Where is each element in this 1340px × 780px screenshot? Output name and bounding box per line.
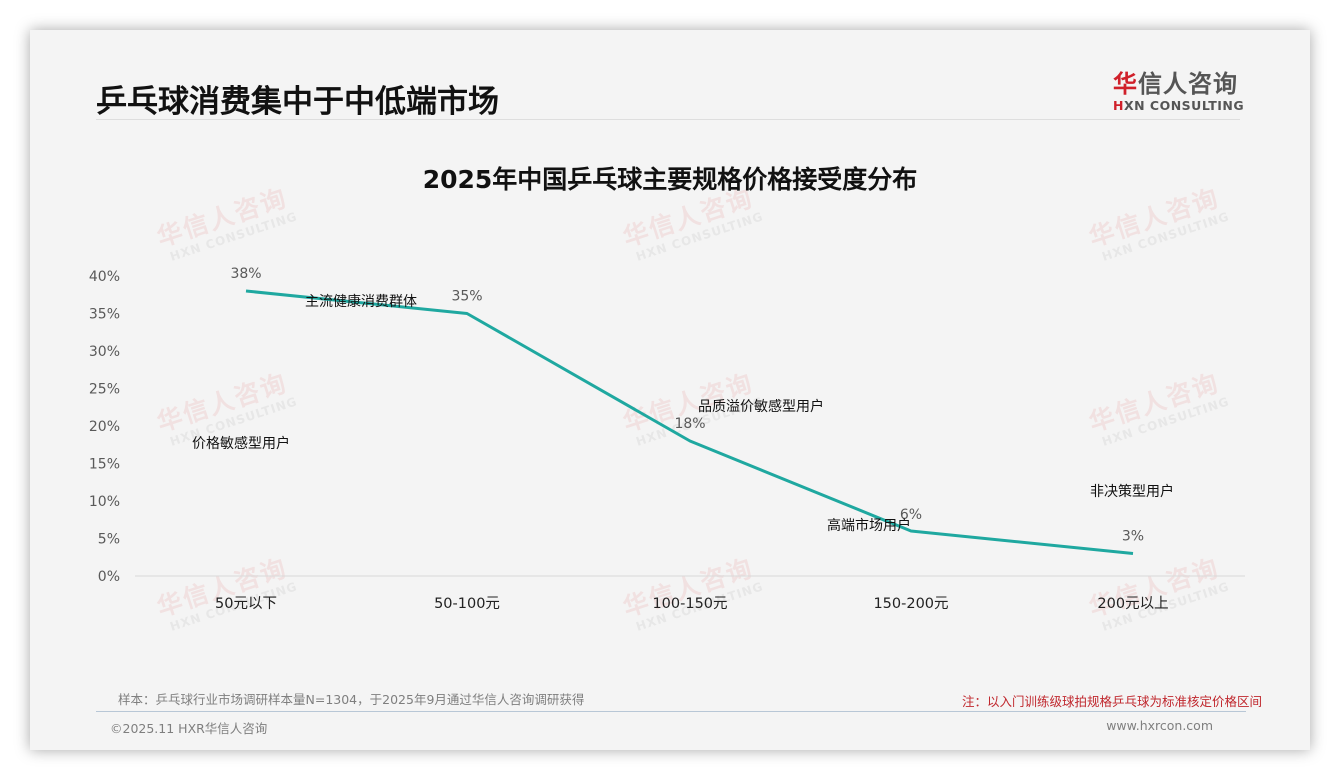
segment-annotation: 非决策型用户 [1090, 483, 1174, 500]
company-logo: 华信人咨询 HXN CONSULTING [1113, 64, 1245, 113]
y-tick-label: 25% [89, 382, 120, 398]
line-chart: 0% 5% 10% 15% 20% 25% 30% 35% 40% 50元以下 50-100元 10… [89, 266, 1245, 612]
footer-divider [96, 711, 1246, 712]
x-tick-label: 50元以下 [215, 596, 277, 612]
x-tick-label: 200元以上 [1097, 595, 1168, 612]
y-tick-label: 40% [89, 269, 120, 285]
copyright: ©2025.11 HXR华信人咨询 [110, 721, 268, 736]
y-axis-ticks: 0% 5% 10% 15% 20% 25% 30% 35% 40% [89, 269, 120, 585]
data-label: 38% [230, 266, 261, 282]
x-axis-ticks: 50元以下 50-100元 100-150元 150-200元 200元以上 [215, 595, 1169, 612]
segment-annotation: 品质溢价敏感型用户 [698, 398, 824, 415]
y-tick-label: 10% [89, 494, 120, 510]
slide: 乒乓球消费集中于中低端市场 华信人咨询 HXN CONSULTING 华信人咨询… [30, 30, 1310, 750]
website-link[interactable]: www.hxrcon.com [1106, 718, 1213, 733]
data-label: 6% [900, 507, 922, 523]
segment-annotation: 主流健康消费群体 [305, 293, 417, 310]
methodology-note: 注：以入门训练级球拍规格乒乓球为标准核定价格区间 [961, 694, 1262, 709]
x-tick-label: 150-200元 [873, 596, 948, 612]
y-tick-label: 35% [89, 307, 120, 323]
sample-note: 样本：乒乓球行业市场调研样本量N=1304，于2025年9月通过华信人咨询调研获… [118, 692, 585, 707]
data-label: 18% [674, 416, 705, 432]
y-tick-label: 5% [98, 532, 120, 548]
logo-chinese: 华信人咨询 [1113, 70, 1238, 98]
series-line [245, 289, 1134, 555]
chart-title: 2025年中国乒乓球主要规格价格接受度分布 [422, 165, 918, 194]
y-tick-label: 0% [98, 569, 120, 585]
y-tick-label: 30% [89, 344, 120, 360]
page-title: 乒乓球消费集中于中低端市场 [96, 84, 499, 120]
y-tick-label: 15% [89, 457, 120, 473]
x-tick-label: 50-100元 [434, 596, 500, 612]
data-labels: 38% 35% 18% 6% 3% [230, 266, 1144, 545]
x-tick-label: 100-150元 [652, 596, 727, 612]
logo-english: HXN CONSULTING [1113, 98, 1245, 113]
data-label: 35% [451, 289, 482, 305]
segment-annotation: 价格敏感型用户 [192, 435, 290, 452]
y-tick-label: 20% [89, 419, 120, 435]
header-divider [96, 119, 1240, 120]
segment-annotation: 高端市场用户 [827, 517, 911, 534]
data-label: 3% [1122, 529, 1144, 545]
